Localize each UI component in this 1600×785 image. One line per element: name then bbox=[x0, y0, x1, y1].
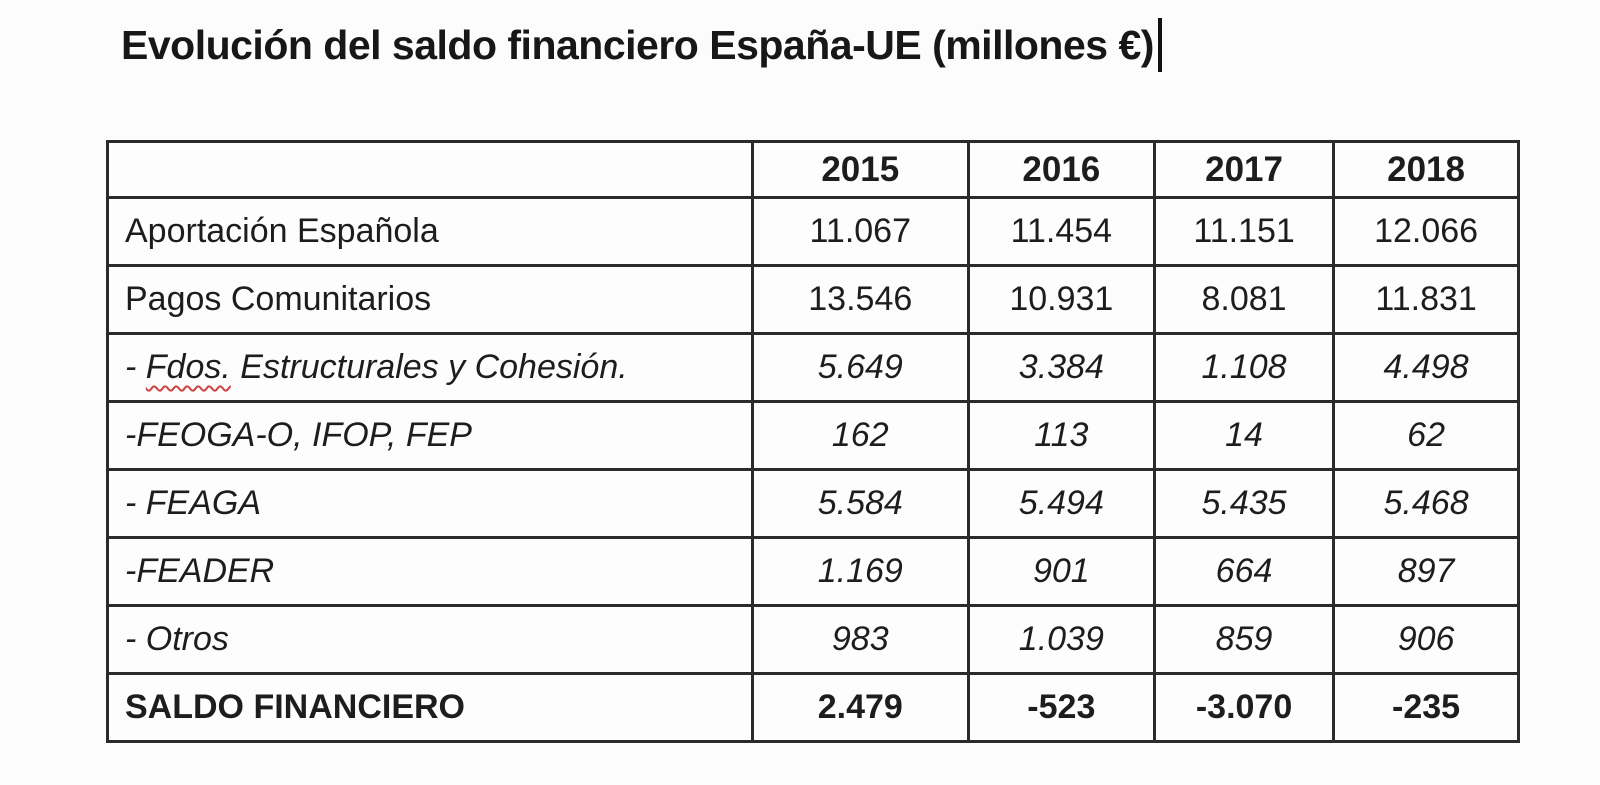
value-cell[interactable]: 3.384 bbox=[966, 332, 1156, 403]
label-rest: Estructurales y Cohesión. bbox=[230, 348, 628, 386]
value-cell[interactable]: 10.931 bbox=[966, 264, 1156, 335]
row-label[interactable]: SALDO FINANCIERO bbox=[106, 672, 754, 743]
value-cell[interactable]: 14 bbox=[1152, 400, 1336, 471]
table-row-fdos-estructurales: - Fdos. Estructurales y Cohesión. 5.649 … bbox=[106, 332, 1520, 403]
year-header-2018[interactable]: 2018 bbox=[1332, 140, 1520, 199]
value-cell[interactable]: 62 bbox=[1332, 400, 1520, 471]
table-row-otros: - Otros 983 1.039 859 906 bbox=[106, 604, 1520, 675]
value-cell[interactable]: 1.108 bbox=[1152, 332, 1336, 403]
table-row-feader: -FEADER 1.169 901 664 897 bbox=[106, 536, 1520, 607]
year-header-2017[interactable]: 2017 bbox=[1152, 140, 1336, 199]
value-cell[interactable]: 901 bbox=[966, 536, 1156, 607]
value-cell[interactable]: 897 bbox=[1332, 536, 1520, 607]
value-cell[interactable]: 5.584 bbox=[750, 468, 970, 539]
year-header-2016[interactable]: 2016 bbox=[966, 140, 1156, 199]
row-label[interactable]: - Fdos. Estructurales y Cohesión. bbox=[106, 332, 754, 403]
row-label[interactable]: -FEOGA-O, IFOP, FEP bbox=[106, 400, 754, 471]
label-prefix: - bbox=[125, 348, 146, 386]
value-cell[interactable]: 12.066 bbox=[1332, 196, 1520, 267]
corner-cell[interactable] bbox=[106, 140, 754, 199]
value-cell[interactable]: 983 bbox=[750, 604, 970, 675]
text-cursor bbox=[1157, 18, 1162, 72]
value-cell[interactable]: 1.169 bbox=[750, 536, 970, 607]
value-cell[interactable]: 8.081 bbox=[1152, 264, 1336, 335]
misspelled-word: Fdos. bbox=[145, 348, 231, 386]
table-header-row: 2015 2016 2017 2018 bbox=[106, 140, 1520, 199]
value-cell[interactable]: 13.546 bbox=[750, 264, 970, 335]
value-cell[interactable]: 859 bbox=[1152, 604, 1336, 675]
finance-table: 2015 2016 2017 2018 Aportación Española … bbox=[106, 140, 1520, 743]
value-cell[interactable]: 11.151 bbox=[1152, 196, 1336, 267]
value-cell[interactable]: -3.070 bbox=[1152, 672, 1336, 743]
value-cell[interactable]: 11.067 bbox=[750, 196, 970, 267]
table-row-feaga: - FEAGA 5.584 5.494 5.435 5.468 bbox=[106, 468, 1520, 539]
row-label[interactable]: - FEAGA bbox=[106, 468, 754, 539]
value-cell[interactable]: 11.831 bbox=[1332, 264, 1520, 335]
value-cell[interactable]: 5.435 bbox=[1152, 468, 1336, 539]
value-cell[interactable]: 5.494 bbox=[966, 468, 1156, 539]
value-cell[interactable]: 4.498 bbox=[1332, 332, 1520, 403]
table-row-feoga-ifop-fep: -FEOGA-O, IFOP, FEP 162 113 14 62 bbox=[106, 400, 1520, 471]
table-row-pagos-comunitarios: Pagos Comunitarios 13.546 10.931 8.081 1… bbox=[106, 264, 1520, 335]
row-label[interactable]: Aportación Española bbox=[106, 196, 754, 267]
value-cell[interactable]: 162 bbox=[750, 400, 970, 471]
document-title: Evolución del saldo financiero España-UE… bbox=[121, 21, 1154, 68]
value-cell[interactable]: 1.039 bbox=[966, 604, 1156, 675]
value-cell[interactable]: -235 bbox=[1332, 672, 1520, 743]
row-label[interactable]: -FEADER bbox=[106, 536, 754, 607]
value-cell[interactable]: 5.468 bbox=[1332, 468, 1520, 539]
value-cell[interactable]: 906 bbox=[1332, 604, 1520, 675]
year-header-2015[interactable]: 2015 bbox=[750, 140, 970, 199]
table-row-aportacion-espanola: Aportación Española 11.067 11.454 11.151… bbox=[106, 196, 1520, 267]
title-line[interactable]: Evolución del saldo financiero España-UE… bbox=[121, 18, 1162, 72]
table-row-saldo-financiero: SALDO FINANCIERO 2.479 -523 -3.070 -235 bbox=[106, 672, 1520, 743]
value-cell[interactable]: 2.479 bbox=[750, 672, 970, 743]
value-cell[interactable]: 113 bbox=[966, 400, 1156, 471]
value-cell[interactable]: -523 bbox=[966, 672, 1156, 743]
value-cell[interactable]: 5.649 bbox=[750, 332, 970, 403]
value-cell[interactable]: 664 bbox=[1152, 536, 1336, 607]
row-label[interactable]: Pagos Comunitarios bbox=[106, 264, 754, 335]
row-label[interactable]: - Otros bbox=[106, 604, 754, 675]
value-cell[interactable]: 11.454 bbox=[966, 196, 1156, 267]
